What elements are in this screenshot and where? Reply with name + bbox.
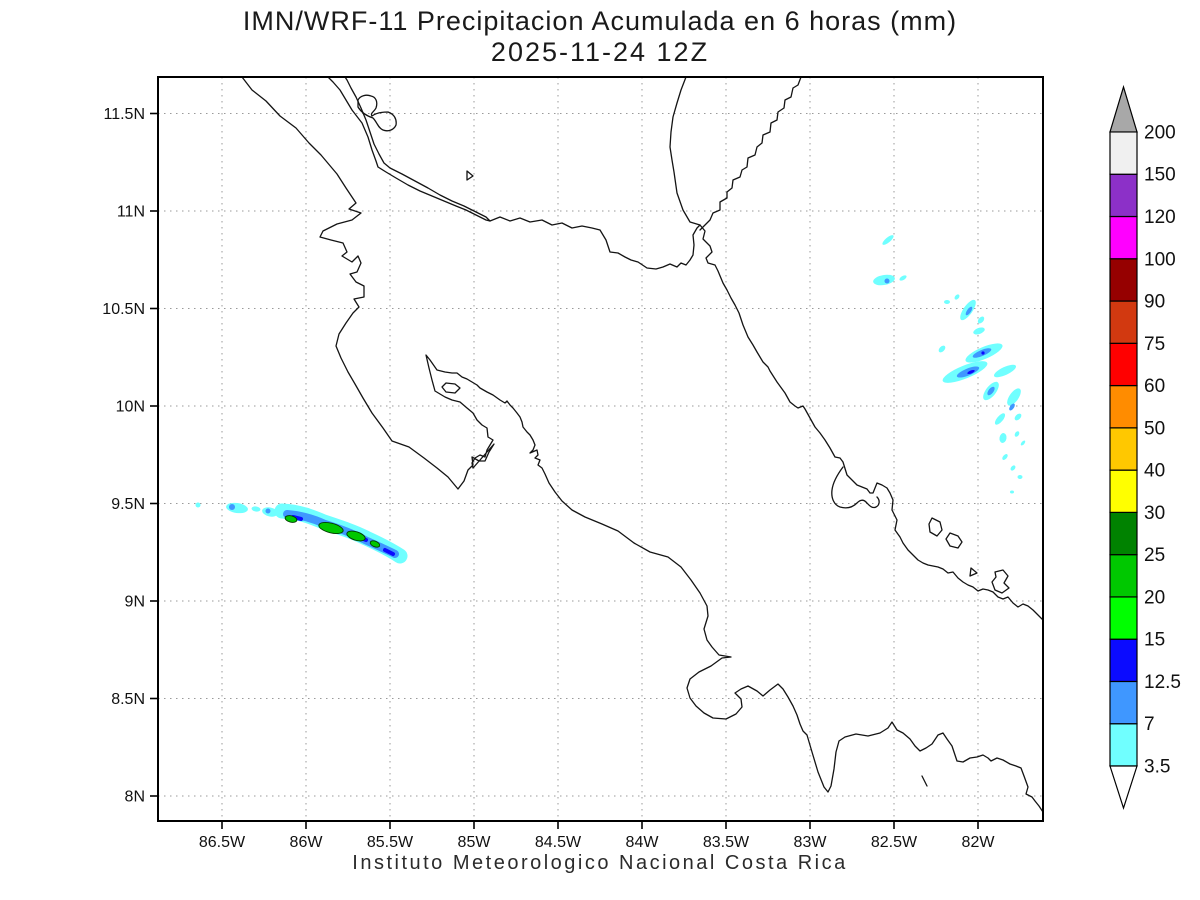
colorbar-level-label: 40 <box>1144 461 1165 482</box>
bocas-island-1 <box>928 517 943 537</box>
x-axis-tick-label: 85.5W <box>367 834 414 851</box>
lake-island <box>466 170 474 181</box>
chart-title: IMN/WRF-11 Precipitacion Acumulada en 6 … <box>242 6 958 36</box>
x-axis-tick-label: 86W <box>290 834 324 851</box>
colorbar-segment <box>1109 384 1138 429</box>
colorbar-segment <box>1109 723 1138 767</box>
y-axis-tick-label: 8.5N <box>111 691 145 708</box>
axis-ticks <box>150 112 979 829</box>
coastline-pacific-south <box>241 77 1043 813</box>
y-axis-tick-label: 9N <box>125 594 145 611</box>
colorbar-level-label: 12.5 <box>1144 672 1181 693</box>
colorbar-segment <box>1109 511 1138 556</box>
x-axis-tick-label: 83.5W <box>703 834 750 851</box>
colorbar-segment <box>1109 469 1138 513</box>
x-axis-tick-label: 84.5W <box>535 834 582 851</box>
axis-tick-labels: 86.5W 86W 85.5W 85W 84.5W 84W 83.5W 83W 82.5W 82W… <box>102 106 995 851</box>
colorbar-level-label: 150 <box>1144 165 1176 186</box>
colorbar-level-label: 3.5 <box>1144 757 1170 778</box>
colorbar-segment <box>1109 427 1138 471</box>
y-axis-tick-label: 10N <box>116 399 145 416</box>
colorbar-segment <box>1109 215 1138 260</box>
colorbar-segment <box>1109 258 1138 302</box>
bocas-island-2 <box>945 532 963 549</box>
colorbar-level-label: 20 <box>1144 587 1165 608</box>
colorbar-level-label: 75 <box>1144 334 1165 355</box>
x-axis-tick-label: 86.5W <box>199 834 246 851</box>
san-juan-river <box>489 216 701 270</box>
x-axis-tick-label: 84W <box>626 834 660 851</box>
chiriqui-islet <box>921 775 928 787</box>
precip-caribbean-showers <box>873 235 1026 494</box>
grid-lines <box>158 77 1043 821</box>
colorbar-under-arrow <box>1109 765 1138 810</box>
colorbar-over-arrow <box>1109 84 1138 133</box>
colorbar-legend: 3.5 7 12.5 15 20 25 30 40 50 60 75 90 100 120 150 200 <box>1109 84 1181 810</box>
coastline-caribbean <box>669 77 1043 621</box>
precipitation-shading <box>195 235 1026 564</box>
colorbar-segment <box>1109 638 1138 683</box>
colorbar-level-label: 200 <box>1144 122 1176 143</box>
x-axis-tick-label: 82W <box>962 834 996 851</box>
colorbar-segment <box>1109 300 1138 344</box>
colorbar-level-label: 15 <box>1144 630 1165 651</box>
colorbar-level-label: 7 <box>1144 714 1155 735</box>
chira-island <box>441 382 461 394</box>
colorbar-segment <box>1109 131 1138 175</box>
y-axis-tick-label: 8N <box>125 789 145 806</box>
colorbar-level-label: 120 <box>1144 207 1176 228</box>
coastline-almirante-lagoon <box>831 466 880 509</box>
y-axis-tick-label: 9.5N <box>111 496 145 513</box>
colorbar-segment <box>1109 596 1138 640</box>
chart-date: 2025-11-24 12Z <box>490 37 710 67</box>
colorbar-level-label: 60 <box>1144 376 1165 397</box>
coastlines <box>241 77 1043 813</box>
colorbar-level-label: 100 <box>1144 249 1176 270</box>
colorbar-segment <box>1109 680 1138 725</box>
chart-title-block: IMN/WRF-11 Precipitacion Acumulada en 6 … <box>0 6 1200 67</box>
coastline-nicaragua-northeast <box>699 77 802 231</box>
bocas-island-3 <box>969 567 978 577</box>
y-axis-tick-label: 11.5N <box>103 106 145 123</box>
colorbar-level-label: 50 <box>1144 418 1165 439</box>
colorbar-level-label: 25 <box>1144 545 1165 566</box>
lake-nicaragua-shore <box>327 77 491 222</box>
y-axis-tick-label: 11N <box>117 204 145 221</box>
precip-pacific-rainband <box>195 502 408 564</box>
colorbar-segment <box>1109 342 1138 387</box>
colorbar-level-label: 30 <box>1144 503 1165 524</box>
colorbar-level-label: 90 <box>1144 292 1165 313</box>
bocas-island-4 <box>991 569 1010 594</box>
ometepe-island <box>357 94 397 132</box>
x-axis-tick-label: 85W <box>458 834 492 851</box>
colorbar-segment <box>1109 554 1138 598</box>
y-axis-tick-label: 10.5N <box>102 301 145 318</box>
x-axis-tick-label: 83W <box>794 834 828 851</box>
source-caption: Instituto Meteorologico Nacional Costa R… <box>352 852 848 874</box>
x-axis-tick-label: 82.5W <box>871 834 918 851</box>
colorbar-segment <box>1109 173 1138 218</box>
plot-frame <box>157 76 1044 822</box>
